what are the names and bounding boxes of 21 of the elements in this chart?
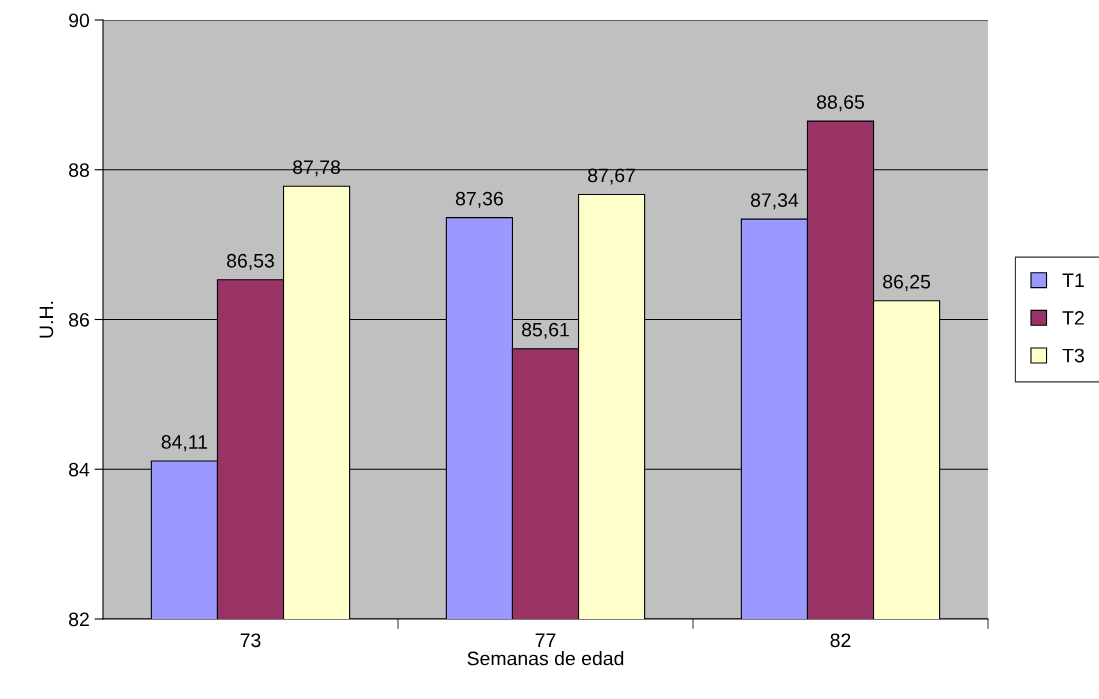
legend-label: T3 xyxy=(1062,348,1084,363)
y-tick-label: 88 xyxy=(69,163,89,177)
data-label: 84,11 xyxy=(161,435,208,452)
legend-label: T2 xyxy=(1062,311,1084,325)
y-tick-label: 82 xyxy=(69,612,89,627)
data-label: 86,53 xyxy=(227,253,274,270)
x-tick-label: 73 xyxy=(240,633,261,648)
x-tick-label: 82 xyxy=(830,633,851,648)
data-label: 87,34 xyxy=(750,193,799,210)
data-label: 87,36 xyxy=(455,191,503,208)
legend-label: T1 xyxy=(1062,273,1084,287)
y-tick-label: 90 xyxy=(69,13,90,28)
data-label: 88,65 xyxy=(817,95,865,112)
data-label: 86,25 xyxy=(883,274,931,291)
y-axis-title: U.H. xyxy=(39,301,54,338)
y-tick-label: 84 xyxy=(69,462,90,477)
y-tick-label: 86 xyxy=(69,312,89,327)
x-axis-title: Semanas de edad xyxy=(467,651,624,666)
data-label: 85,61 xyxy=(522,322,569,339)
x-tick-label: 77 xyxy=(535,633,556,647)
data-label: 87,67 xyxy=(588,168,635,185)
